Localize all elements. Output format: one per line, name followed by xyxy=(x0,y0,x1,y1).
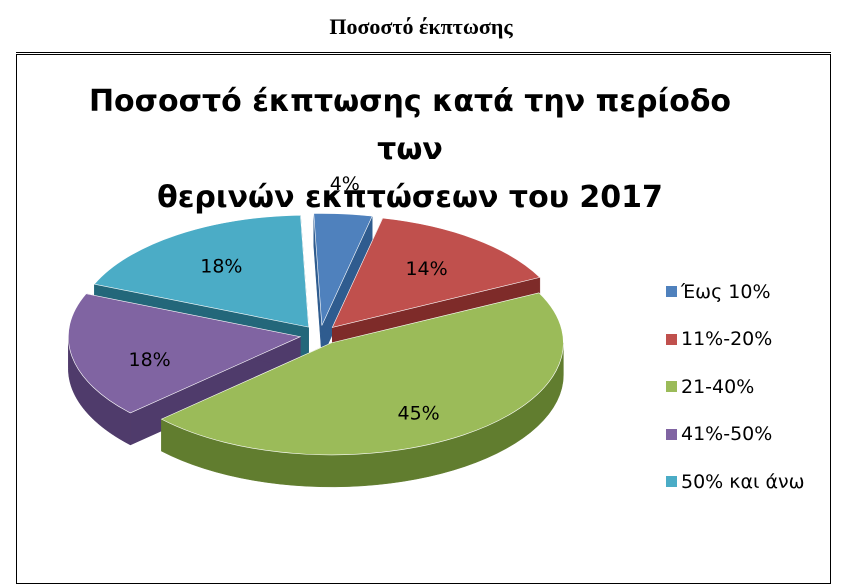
pie-slice-5 xyxy=(93,214,309,328)
legend-label-1: Έως 10% xyxy=(681,280,771,303)
legend-item-5: 50% και άνω xyxy=(666,458,836,506)
chart-title-line-1: Ποσοστό έκπτωσης κατά την περίοδο των xyxy=(88,84,732,167)
data-label-3: 45% xyxy=(398,403,440,425)
legend-swatch-1 xyxy=(666,286,677,298)
pie-slice-3 xyxy=(160,292,564,456)
legend-swatch-5 xyxy=(666,476,677,488)
legend-item-1: Έως 10% xyxy=(666,268,836,316)
legend-label-2: 11%-20% xyxy=(681,328,773,351)
chart-legend: Έως 10% 11%-20% 21-40% 41%-50% 50% και άνω xyxy=(666,268,836,506)
data-label-5: 18% xyxy=(200,255,242,277)
legend-swatch-3 xyxy=(666,381,677,393)
data-label-4: 18% xyxy=(128,349,170,371)
data-label-2: 14% xyxy=(405,258,447,280)
legend-item-4: 41%-50% xyxy=(666,411,836,459)
pie-slice-tops xyxy=(68,213,564,456)
pie-slice-2 xyxy=(331,217,541,328)
chart-title: Ποσοστό έκπτωσης κατά την περίοδο των θε… xyxy=(60,78,760,222)
legend-item-2: 11%-20% xyxy=(666,316,836,364)
legend-label-4: 41%-50% xyxy=(681,423,773,446)
pie-slice-1 xyxy=(313,213,373,326)
legend-swatch-2 xyxy=(666,333,677,345)
chart-frame-top-border xyxy=(16,52,831,53)
pie-data-labels: 4% 14% 45% 18% 18% xyxy=(128,173,447,425)
legend-label-5: 50% και άνω xyxy=(681,470,805,493)
pie-slice-4 xyxy=(68,293,302,414)
data-label-1: 4% xyxy=(330,173,360,195)
legend-label-3: 21-40% xyxy=(681,375,755,398)
chart-title-line-2: θερινών εκπτώσεων του 2017 xyxy=(157,180,663,215)
legend-item-3: 21-40% xyxy=(666,363,836,411)
legend-swatch-4 xyxy=(666,428,677,440)
page-heading: Ποσοστό έκπτωσης xyxy=(329,14,513,39)
